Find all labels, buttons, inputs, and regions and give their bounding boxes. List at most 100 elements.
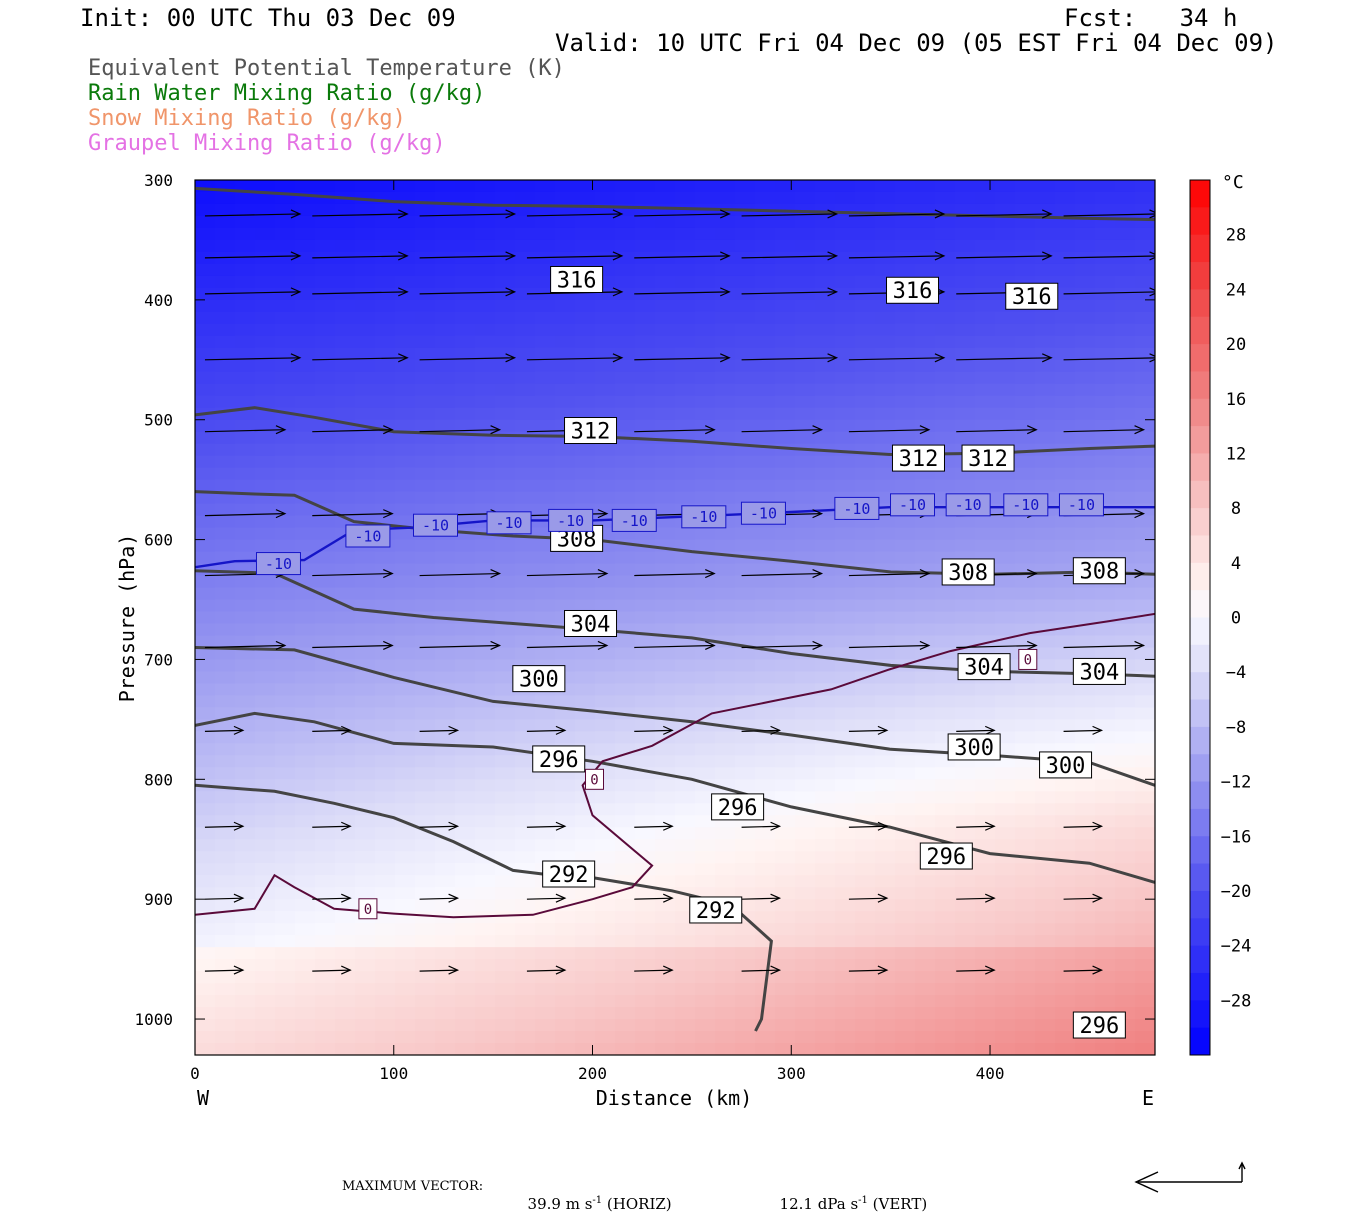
temperature-cell bbox=[1095, 467, 1116, 481]
temperature-cell bbox=[575, 323, 596, 337]
temperature-cell bbox=[1135, 239, 1155, 253]
temperature-cell bbox=[615, 239, 636, 253]
temperature-cell bbox=[995, 515, 1016, 529]
temperature-cell bbox=[475, 731, 496, 744]
temperature-cell bbox=[555, 395, 576, 409]
temperature-cell bbox=[415, 671, 436, 685]
temperature-cell bbox=[255, 467, 276, 481]
temperature-cell bbox=[395, 311, 416, 325]
temperature-cell bbox=[1055, 839, 1076, 852]
temperature-cell bbox=[255, 983, 276, 996]
horiz-exponent: -1 bbox=[592, 1195, 603, 1206]
wind-vector-head bbox=[934, 353, 946, 363]
temperature-cell bbox=[555, 827, 576, 840]
colorbar-tick-label: 12 bbox=[1226, 444, 1246, 464]
temperature-cell bbox=[315, 935, 336, 948]
wind-vector-head bbox=[505, 287, 517, 297]
temperature-cell bbox=[975, 863, 996, 876]
temperature-cell bbox=[255, 575, 276, 589]
temperature-cell bbox=[615, 935, 636, 948]
temperature-cell bbox=[395, 203, 416, 217]
temperature-cell bbox=[1095, 383, 1116, 397]
temperature-cell bbox=[475, 719, 496, 732]
temperature-cell bbox=[615, 971, 636, 984]
temperature-cell bbox=[735, 647, 756, 661]
temperature-cell bbox=[835, 767, 856, 780]
temperature-cell bbox=[1095, 719, 1116, 732]
temperature-cell bbox=[735, 527, 756, 541]
temperature-cell bbox=[275, 623, 296, 637]
temperature-cell bbox=[635, 983, 656, 996]
temperature-cell bbox=[275, 851, 296, 864]
temperature-cell bbox=[195, 947, 216, 960]
temperature-cell bbox=[455, 383, 476, 397]
temperature-cell bbox=[455, 671, 476, 685]
temperature-cell bbox=[615, 983, 636, 996]
temperature-cell bbox=[855, 227, 876, 241]
temperature-cell bbox=[495, 275, 516, 289]
temperature-cell bbox=[215, 959, 236, 972]
temperature-cell bbox=[675, 611, 696, 625]
temperature-cell bbox=[1095, 587, 1116, 601]
temperature-cell bbox=[655, 863, 676, 876]
temperature-cell bbox=[815, 935, 836, 948]
temperature-cell bbox=[355, 275, 376, 289]
temperature-cell bbox=[855, 263, 876, 277]
temperature-cell bbox=[735, 491, 756, 505]
temperature-cell bbox=[295, 275, 316, 289]
temperature-cell bbox=[715, 695, 736, 708]
temperature-cell bbox=[1095, 515, 1116, 529]
temperature-cell bbox=[475, 839, 496, 852]
temperature-cell bbox=[575, 659, 596, 673]
temperature-cell bbox=[575, 1043, 596, 1055]
temperature-cell bbox=[455, 419, 476, 433]
temperature-cell bbox=[435, 299, 456, 313]
colorbar-tick-label: −12 bbox=[1221, 773, 1252, 793]
temperature-cell bbox=[255, 623, 276, 637]
temperature-cell bbox=[1075, 515, 1096, 529]
temperature-cell bbox=[1015, 947, 1036, 960]
temperature-cell bbox=[215, 479, 236, 493]
temperature-cell bbox=[415, 971, 436, 984]
temperature-cell bbox=[315, 359, 336, 373]
wind-vector bbox=[204, 291, 300, 295]
temperature-cell bbox=[315, 455, 336, 469]
temperature-cell bbox=[275, 923, 296, 936]
temperature-cell bbox=[635, 827, 656, 840]
temperature-cell bbox=[955, 180, 976, 193]
temperature-cell bbox=[955, 767, 976, 780]
temperature-cell bbox=[1115, 239, 1136, 253]
temperature-cell bbox=[215, 1019, 236, 1032]
temperature-cell bbox=[915, 191, 936, 205]
temperature-cell bbox=[755, 959, 776, 972]
temperature-cell bbox=[575, 383, 596, 397]
temperature-cell bbox=[195, 635, 216, 649]
temperature-cell bbox=[775, 419, 796, 433]
temperature-cell bbox=[215, 359, 236, 373]
temperature-cell bbox=[795, 599, 816, 613]
temperature-cell bbox=[515, 419, 536, 433]
temperature-cell bbox=[1055, 971, 1076, 984]
temperature-cell bbox=[755, 635, 776, 649]
temperature-cell bbox=[1095, 779, 1116, 792]
temperature-cell bbox=[355, 947, 376, 960]
temperature-cell bbox=[935, 707, 956, 720]
temperature-cell bbox=[755, 479, 776, 493]
temperature-cell bbox=[335, 323, 356, 337]
temperature-cell bbox=[415, 275, 436, 289]
temperature-cell bbox=[275, 263, 296, 277]
temperature-cell bbox=[475, 347, 496, 361]
temperature-cell bbox=[475, 299, 496, 313]
temperature-cell bbox=[1135, 839, 1155, 852]
temperature-cell bbox=[915, 527, 936, 541]
temperature-cell bbox=[495, 215, 516, 229]
temperature-cell bbox=[655, 779, 676, 792]
temperature-cell bbox=[455, 827, 476, 840]
temperature-cell bbox=[735, 731, 756, 744]
temperature-cell bbox=[495, 803, 516, 816]
temperature-cell bbox=[255, 299, 276, 313]
temperature-cell bbox=[455, 311, 476, 325]
temperature-cell bbox=[1055, 515, 1076, 529]
temperature-cell bbox=[495, 203, 516, 217]
temperature-cell bbox=[955, 323, 976, 337]
